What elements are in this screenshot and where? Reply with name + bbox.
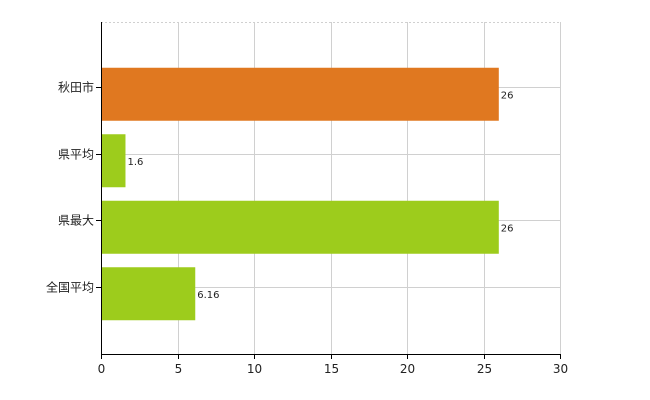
bar-0	[102, 67, 499, 121]
x-tick-label-6: 30	[553, 362, 568, 376]
x-tick-label-3: 15	[324, 362, 339, 376]
y-tick-label-2: 県最大	[58, 214, 94, 228]
y-tick-label-1: 県平均	[58, 148, 94, 162]
data-label-2: 26	[501, 223, 514, 234]
x-tick-label-5: 25	[477, 362, 492, 376]
x-tick-label-4: 20	[400, 362, 415, 376]
bar-2	[102, 200, 499, 254]
x-tick-label-2: 10	[247, 362, 262, 376]
axis-layer	[96, 22, 561, 359]
data-label-1: 1.6	[127, 157, 143, 168]
bar-3	[102, 267, 196, 321]
bar-1	[102, 134, 126, 188]
data-label-0: 26	[501, 90, 514, 101]
data-label-3: 6.16	[197, 290, 219, 301]
y-tick-label-3: 全国平均	[46, 280, 94, 295]
bar-layer	[102, 67, 499, 321]
y-tick-label-0: 秋田市	[58, 80, 94, 95]
x-tick-label-1: 5	[175, 362, 183, 376]
x-tick-label-0: 0	[98, 362, 106, 376]
